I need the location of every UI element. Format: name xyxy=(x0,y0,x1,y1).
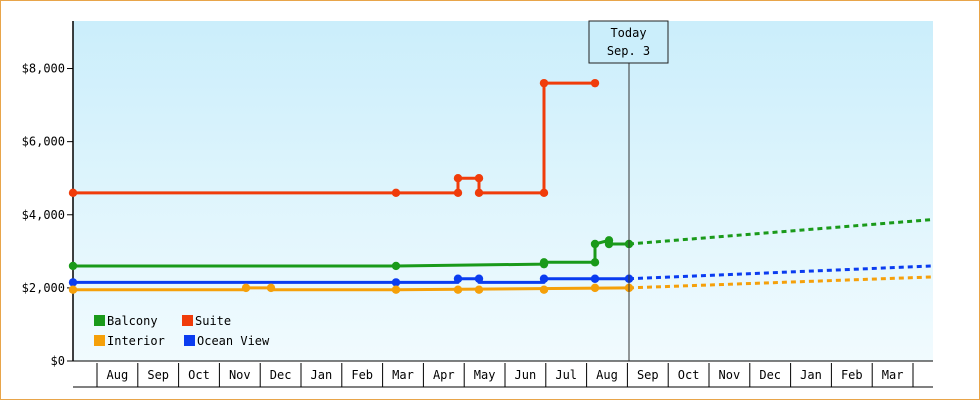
data-point[interactable] xyxy=(68,261,78,271)
legend-swatch xyxy=(184,335,195,346)
projection-line xyxy=(628,275,934,290)
x-tick-label: Mar xyxy=(392,368,414,382)
data-point[interactable] xyxy=(68,285,78,294)
legend-swatch xyxy=(94,335,105,346)
series-interior xyxy=(68,275,934,294)
x-tick-label: Aug xyxy=(107,368,129,382)
x-tick-label: May xyxy=(474,368,496,382)
projection-line xyxy=(628,264,934,281)
data-point[interactable] xyxy=(474,174,484,183)
x-tick-label: Mar xyxy=(882,368,904,382)
x-tick-label: Jan xyxy=(800,368,822,382)
x-tick-label: Jul xyxy=(555,368,577,382)
data-point[interactable] xyxy=(453,274,463,283)
legend-label: Ocean View xyxy=(197,334,270,348)
x-tick-label: Aug xyxy=(596,368,618,382)
y-tick-label: $8,000 xyxy=(22,62,65,76)
legend-label: Balcony xyxy=(107,314,158,328)
series-suite xyxy=(68,78,600,198)
x-tick-label: Dec xyxy=(759,368,781,382)
legend-label: Suite xyxy=(195,314,231,328)
today-label: Today xyxy=(610,26,646,40)
legend-swatch xyxy=(182,315,193,326)
data-point[interactable] xyxy=(604,239,614,249)
data-point[interactable] xyxy=(590,258,600,267)
data-point[interactable] xyxy=(590,239,600,249)
projection-line xyxy=(628,218,934,246)
data-point[interactable] xyxy=(474,188,484,198)
y-tick-label: $6,000 xyxy=(22,135,65,149)
data-point[interactable] xyxy=(539,285,549,294)
data-point[interactable] xyxy=(241,283,251,293)
y-tick-label: $4,000 xyxy=(22,208,65,222)
series-ocean-view xyxy=(68,264,934,287)
x-tick-label: Nov xyxy=(229,368,251,382)
x-tick-label: Jan xyxy=(311,368,333,382)
data-point[interactable] xyxy=(453,285,463,294)
today-date-label: Sep. 3 xyxy=(607,44,650,58)
data-point[interactable] xyxy=(539,188,549,198)
data-point[interactable] xyxy=(453,174,463,183)
data-point[interactable] xyxy=(68,278,78,287)
data-point[interactable] xyxy=(391,188,401,198)
series-balcony xyxy=(68,218,934,271)
data-point[interactable] xyxy=(539,258,549,267)
x-tick-label: Dec xyxy=(270,368,292,382)
x-tick-label: Apr xyxy=(433,368,455,382)
data-point[interactable] xyxy=(474,285,484,294)
x-tick-label: Nov xyxy=(719,368,741,382)
x-tick-label: Feb xyxy=(841,368,863,382)
data-point[interactable] xyxy=(590,274,600,283)
data-point[interactable] xyxy=(391,261,401,271)
data-point[interactable] xyxy=(391,285,401,294)
x-tick-label: Jun xyxy=(515,368,537,382)
legend-label: Interior xyxy=(107,334,165,348)
today-box xyxy=(588,20,669,64)
x-tick-label: Sep xyxy=(637,368,659,382)
data-point[interactable] xyxy=(474,274,484,283)
x-tick-label: Oct xyxy=(678,368,700,382)
data-point[interactable] xyxy=(539,78,549,88)
data-point[interactable] xyxy=(266,283,276,293)
x-tick-label: Oct xyxy=(188,368,210,382)
legend-swatch xyxy=(94,315,105,326)
plot-area xyxy=(73,21,933,361)
x-tick-label: Feb xyxy=(351,368,373,382)
data-point[interactable] xyxy=(590,283,600,293)
y-tick-label: $0 xyxy=(51,354,65,368)
data-point[interactable] xyxy=(539,274,549,283)
data-point[interactable] xyxy=(68,188,78,198)
data-point[interactable] xyxy=(590,78,600,88)
data-point[interactable] xyxy=(391,278,401,287)
data-point[interactable] xyxy=(453,188,463,198)
y-tick-label: $2,000 xyxy=(22,281,65,295)
x-tick-label: Sep xyxy=(147,368,169,382)
